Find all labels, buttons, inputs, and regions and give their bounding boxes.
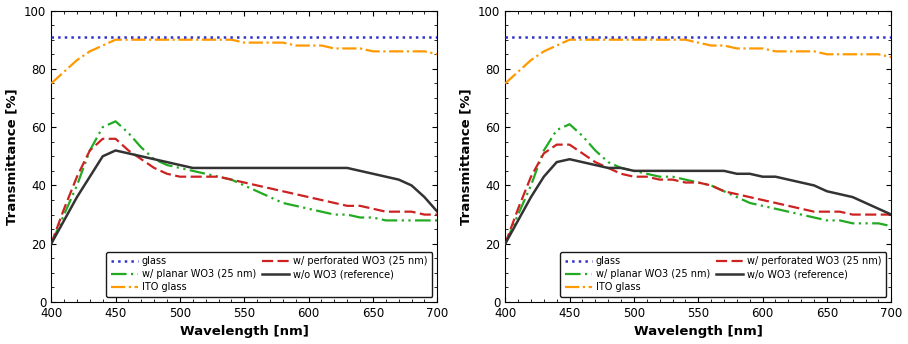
X-axis label: Wavelength [nm]: Wavelength [nm] bbox=[180, 325, 309, 338]
X-axis label: Wavelength [nm]: Wavelength [nm] bbox=[634, 325, 763, 338]
Legend: glass, w/ planar WO3 (25 nm), ITO glass, w/ perforated WO3 (25 nm), w/o WO3 (ref: glass, w/ planar WO3 (25 nm), ITO glass,… bbox=[106, 251, 432, 297]
Y-axis label: Transmittance [%]: Transmittance [%] bbox=[5, 88, 18, 225]
Legend: glass, w/ planar WO3 (25 nm), ITO glass, w/ perforated WO3 (25 nm), w/o WO3 (ref: glass, w/ planar WO3 (25 nm), ITO glass,… bbox=[560, 251, 886, 297]
Y-axis label: Transmittance [%]: Transmittance [%] bbox=[459, 88, 472, 225]
